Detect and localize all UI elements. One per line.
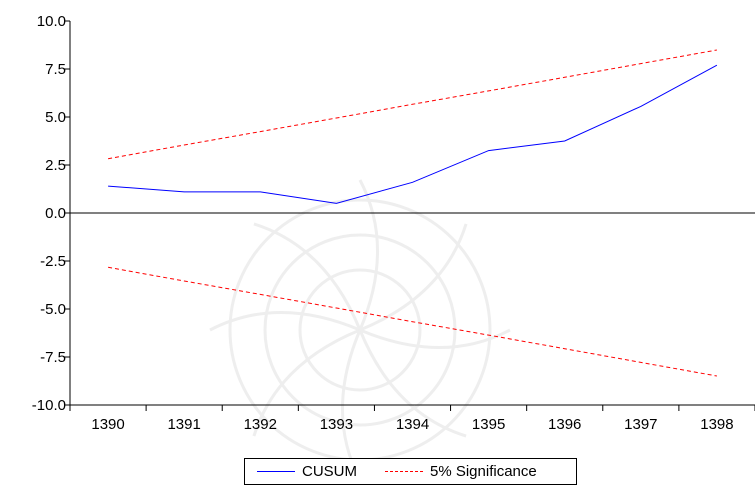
- y-tick-label: 2.5: [45, 157, 66, 174]
- watermark-ring: [263, 233, 457, 427]
- x-tick-label: 1394: [396, 416, 429, 433]
- x-tick-label: 1395: [472, 416, 505, 433]
- y-tick-label: 0.0: [45, 205, 66, 222]
- x-tick-label: 1390: [91, 416, 124, 433]
- y-tick-label: -7.5: [40, 349, 66, 366]
- x-tick-label: 1397: [624, 416, 657, 433]
- x-tick-label: 1398: [700, 416, 733, 433]
- x-tick-label: 1396: [548, 416, 581, 433]
- watermark-petal: [358, 329, 467, 438]
- x-tick-label: 1391: [167, 416, 200, 433]
- legend-item-significance: 5% Significance: [385, 463, 537, 480]
- watermark-petal: [209, 311, 361, 332]
- x-tick-label: 1392: [244, 416, 277, 433]
- watermark-petal: [359, 328, 511, 349]
- watermark-ring: [298, 268, 422, 392]
- x-tick-label: 1393: [320, 416, 353, 433]
- y-tick-label: -2.5: [40, 253, 66, 270]
- watermark-petal: [358, 179, 379, 331]
- y-tick-label: 10.0: [37, 13, 66, 30]
- legend-swatch-cusum: [257, 471, 295, 472]
- y-tick-label: -5.0: [40, 301, 66, 318]
- legend-label-cusum: CUSUM: [302, 463, 357, 480]
- y-tick-label: 5.0: [45, 109, 66, 126]
- legend-label-significance: 5% Significance: [430, 463, 537, 480]
- legend-item-cusum: CUSUM: [257, 463, 357, 480]
- watermark-petal: [253, 222, 362, 331]
- series-line-1: [108, 49, 717, 160]
- series-line-0: [108, 64, 718, 204]
- watermark-logo: [209, 179, 511, 481]
- y-tick-label: 7.5: [45, 61, 66, 78]
- watermark-petal: [252, 328, 361, 437]
- legend: CUSUM 5% Significance: [244, 458, 577, 485]
- watermark-petal: [359, 223, 468, 332]
- series-line-2: [108, 266, 717, 377]
- y-tick-label: -10.0: [32, 397, 66, 414]
- legend-swatch-significance: [385, 471, 423, 472]
